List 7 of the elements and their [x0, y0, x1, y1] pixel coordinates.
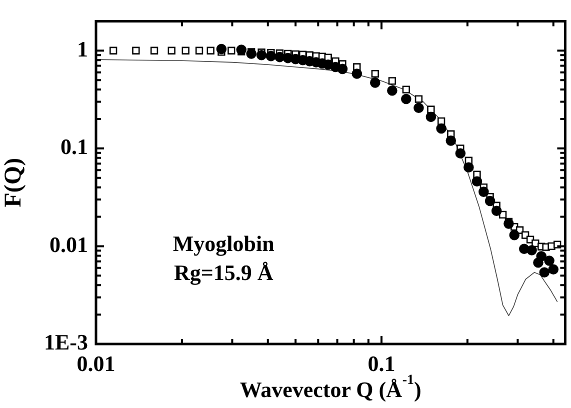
y-tick-label: 1E-3 — [44, 330, 88, 355]
y-axis-title: F(Q) — [0, 158, 27, 208]
y-tick-label: 1 — [77, 36, 88, 62]
annotation: Rg=15.9 Å — [174, 260, 274, 286]
y-tick-label: 0.01 — [50, 232, 88, 257]
y-tick-label: 0.1 — [60, 134, 88, 160]
annotation: Myoglobin — [172, 231, 274, 256]
